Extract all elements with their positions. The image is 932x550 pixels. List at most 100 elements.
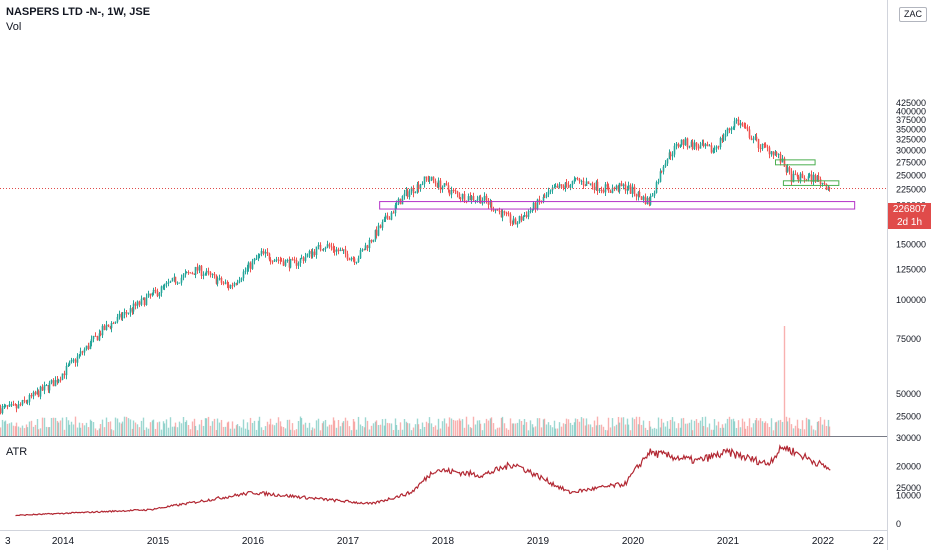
candle-body (556, 185, 559, 188)
candle-body (492, 209, 495, 211)
candle-body (120, 313, 123, 319)
time-tick-label: 2022 (812, 536, 835, 547)
candle-body (735, 119, 738, 122)
candle-body (138, 301, 141, 305)
volume-bar (682, 417, 685, 436)
candle-body (704, 144, 707, 147)
volume-bar (236, 424, 239, 436)
currency-badge[interactable]: ZAC (899, 7, 927, 22)
candle-body (618, 183, 621, 192)
volume-bar (602, 426, 605, 436)
volume-bar (304, 422, 307, 436)
candle-body (98, 333, 101, 341)
candle-body (633, 186, 636, 195)
volume-bar (96, 430, 99, 436)
volume-bar (333, 420, 336, 436)
volume-bar (443, 418, 446, 436)
candle-body (229, 285, 232, 289)
volume-bar (629, 430, 632, 436)
volume-bar (790, 424, 793, 436)
atr-pane[interactable] (15, 444, 831, 517)
volume-bar (655, 428, 658, 436)
volume-bar (366, 420, 369, 436)
candle-body (591, 183, 594, 187)
volume-bar (553, 420, 556, 436)
candle-body (781, 158, 784, 163)
time-tick-label: 2016 (242, 536, 265, 547)
volume-bar (379, 424, 382, 436)
candle-body (737, 119, 740, 125)
volume-bar (399, 422, 402, 436)
volume-bar (801, 420, 804, 436)
candle-body (534, 202, 537, 210)
volume-bar (445, 423, 448, 436)
candle-body (121, 314, 124, 319)
price-tick-label: 75000 (896, 334, 921, 344)
candle-body (558, 184, 561, 188)
candle-body (498, 210, 501, 212)
volume-bar (695, 419, 698, 436)
time-axis[interactable]: 3 2014 2015 2016 2017 2018 2019 2020 2021 2022 22 (5, 536, 884, 547)
candle-body (372, 239, 375, 242)
candle-body (103, 325, 106, 330)
candle-body (713, 148, 716, 150)
volume-bar (147, 428, 150, 436)
candle-body (136, 301, 139, 306)
volume-bar (522, 424, 525, 436)
candle-body (353, 258, 356, 263)
candle-body (421, 183, 424, 185)
volume-bar (648, 420, 651, 436)
volume-bar (781, 421, 784, 436)
candle-body (375, 230, 378, 236)
volume-bar (235, 425, 238, 436)
volume-bar (427, 423, 430, 436)
symbol-title[interactable]: NASPERS LTD -N-, 1W, JSE (6, 6, 151, 18)
candle-body (350, 257, 353, 260)
candle-body (485, 195, 488, 201)
volume-bar (341, 422, 344, 436)
candle-body (297, 262, 300, 266)
volume-bar (76, 427, 79, 436)
volume-bar (430, 423, 433, 436)
candle-body (671, 154, 674, 157)
volume-bar (498, 427, 501, 436)
candle-body (655, 182, 658, 193)
candle-body (496, 209, 499, 211)
volume-bar (277, 417, 280, 436)
volume-bar (361, 426, 364, 436)
candle-body (273, 259, 276, 262)
volume-bar (494, 429, 497, 436)
volume-bar (269, 418, 272, 436)
volume-bar (819, 417, 822, 436)
volume-bar (432, 427, 435, 436)
volume-bar (825, 426, 828, 436)
volume-bar (697, 422, 700, 436)
candle-body (500, 210, 503, 218)
candle-body (81, 351, 84, 353)
candle-body (682, 139, 685, 146)
candle-body (87, 345, 90, 349)
volume-bar (368, 429, 371, 436)
candle-body (726, 128, 729, 134)
volume-bar (189, 429, 192, 436)
candle-body (447, 185, 450, 190)
candle-body (626, 189, 629, 191)
candle-body (17, 404, 20, 409)
volume-bar (118, 422, 121, 436)
volume-legend[interactable]: Vol (6, 21, 22, 33)
candle-body (0, 408, 2, 414)
volume-bar (344, 417, 347, 436)
candle-body (609, 190, 612, 193)
volume-bar (487, 420, 490, 436)
atr-legend[interactable]: ATR (6, 446, 28, 458)
candle-body (425, 176, 428, 179)
volume-bar (545, 424, 548, 436)
volume-bar (182, 416, 185, 436)
price-pane[interactable] (0, 116, 831, 415)
volume-bar (748, 418, 751, 436)
atr-tick-label: 20000 (896, 462, 921, 472)
zones-layer (379, 159, 856, 210)
volume-bar (222, 426, 225, 436)
volume-bar (392, 430, 395, 436)
